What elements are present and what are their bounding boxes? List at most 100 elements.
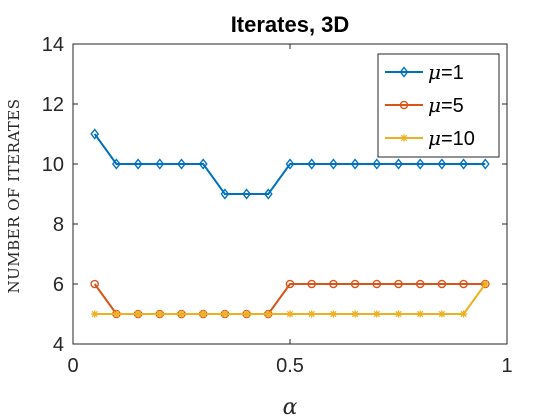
data-point xyxy=(198,158,208,170)
data-point xyxy=(372,279,382,289)
data-point xyxy=(329,279,338,289)
data-point xyxy=(177,310,186,318)
y-axis-label: NUMBER OF ITERATES xyxy=(5,98,23,293)
data-point xyxy=(286,310,294,318)
data-point xyxy=(112,310,120,318)
data-point xyxy=(373,310,381,318)
data-point xyxy=(91,310,99,318)
data-point xyxy=(400,134,408,142)
star-stroke xyxy=(134,310,142,318)
data-point xyxy=(285,158,295,170)
star-stroke xyxy=(286,310,294,318)
data-point xyxy=(459,158,468,170)
data-point xyxy=(90,128,100,140)
series-layer xyxy=(90,128,490,319)
data-point xyxy=(399,66,409,78)
star-stroke xyxy=(351,310,359,318)
data-point xyxy=(372,158,382,170)
data-point xyxy=(90,279,99,289)
y-tick-label: 8 xyxy=(53,214,64,236)
y-tick-label: 6 xyxy=(53,274,64,296)
data-point xyxy=(243,310,251,318)
x-tick-label: 0 xyxy=(67,355,78,377)
legend-label: μ=10 xyxy=(428,126,475,150)
data-point xyxy=(351,310,359,318)
star-stroke xyxy=(417,310,424,318)
star-stroke xyxy=(400,134,408,142)
legend-label: μ=1 xyxy=(428,60,464,84)
star-stroke xyxy=(373,310,380,318)
legend-label: μ=5 xyxy=(428,93,464,117)
data-point xyxy=(329,158,338,170)
data-point xyxy=(285,279,295,289)
data-point xyxy=(399,100,409,110)
legend: μ=1μ=5μ=10 xyxy=(377,53,500,158)
x-tick-label: 1 xyxy=(501,355,512,377)
data-point xyxy=(394,310,403,318)
legend-symbol: μ xyxy=(428,93,441,117)
star-stroke xyxy=(265,310,272,318)
legend-value: =1 xyxy=(441,62,464,84)
legend-value: =5 xyxy=(441,95,464,117)
star-stroke xyxy=(482,280,489,288)
legend-entry-2: μ=10 xyxy=(385,126,475,150)
data-point xyxy=(416,310,424,318)
star-stroke xyxy=(460,310,467,318)
data-point xyxy=(481,280,489,288)
legend-symbol: μ xyxy=(428,126,441,150)
x-tick-label: 0.5 xyxy=(276,355,304,377)
data-point xyxy=(133,158,143,170)
data-point xyxy=(460,310,468,318)
data-point xyxy=(415,158,425,170)
star-stroke xyxy=(438,310,446,318)
star-stroke xyxy=(200,310,207,318)
data-point xyxy=(329,310,337,318)
data-point xyxy=(242,188,251,200)
y-tick-label: 12 xyxy=(42,94,64,116)
data-point xyxy=(263,188,273,200)
data-point xyxy=(307,158,317,170)
data-point xyxy=(350,279,360,289)
y-tick-label: 10 xyxy=(42,154,64,176)
axes: 4 6 8 10 12 14 0 0.5 1 xyxy=(42,34,513,377)
series-2 xyxy=(91,280,489,318)
star-stroke xyxy=(178,310,185,318)
data-point xyxy=(307,279,317,289)
legend-value: =10 xyxy=(441,128,475,150)
data-point xyxy=(394,158,403,170)
data-point xyxy=(308,310,316,318)
legend-entry-1: μ=5 xyxy=(385,93,464,117)
data-point xyxy=(437,158,447,170)
series-0 xyxy=(90,128,490,200)
data-point xyxy=(112,158,121,170)
data-point xyxy=(264,310,272,318)
chart-title: Iterates, 3D xyxy=(231,12,350,37)
data-point xyxy=(394,279,403,289)
star-stroke xyxy=(395,310,402,318)
data-point xyxy=(156,310,164,318)
y-tick-label: 14 xyxy=(42,34,64,56)
star-stroke xyxy=(221,310,229,318)
y-tick-label: 4 xyxy=(53,334,64,356)
star-stroke xyxy=(91,310,98,318)
star-stroke xyxy=(113,310,120,318)
star-stroke xyxy=(330,310,337,318)
legend-entry-0: μ=1 xyxy=(385,60,464,84)
data-point xyxy=(177,158,186,170)
data-point xyxy=(155,158,165,170)
data-point xyxy=(199,310,207,318)
x-axis-label: α xyxy=(283,395,298,420)
data-point xyxy=(459,279,468,289)
series-line xyxy=(93,133,486,195)
star-stroke xyxy=(308,310,315,318)
legend-symbol: μ xyxy=(428,60,441,84)
data-point xyxy=(415,279,425,289)
data-point xyxy=(220,188,230,200)
star-stroke xyxy=(243,310,250,318)
star-stroke xyxy=(156,310,163,318)
data-point xyxy=(350,158,360,170)
data-point xyxy=(134,310,142,318)
data-point xyxy=(437,279,447,289)
